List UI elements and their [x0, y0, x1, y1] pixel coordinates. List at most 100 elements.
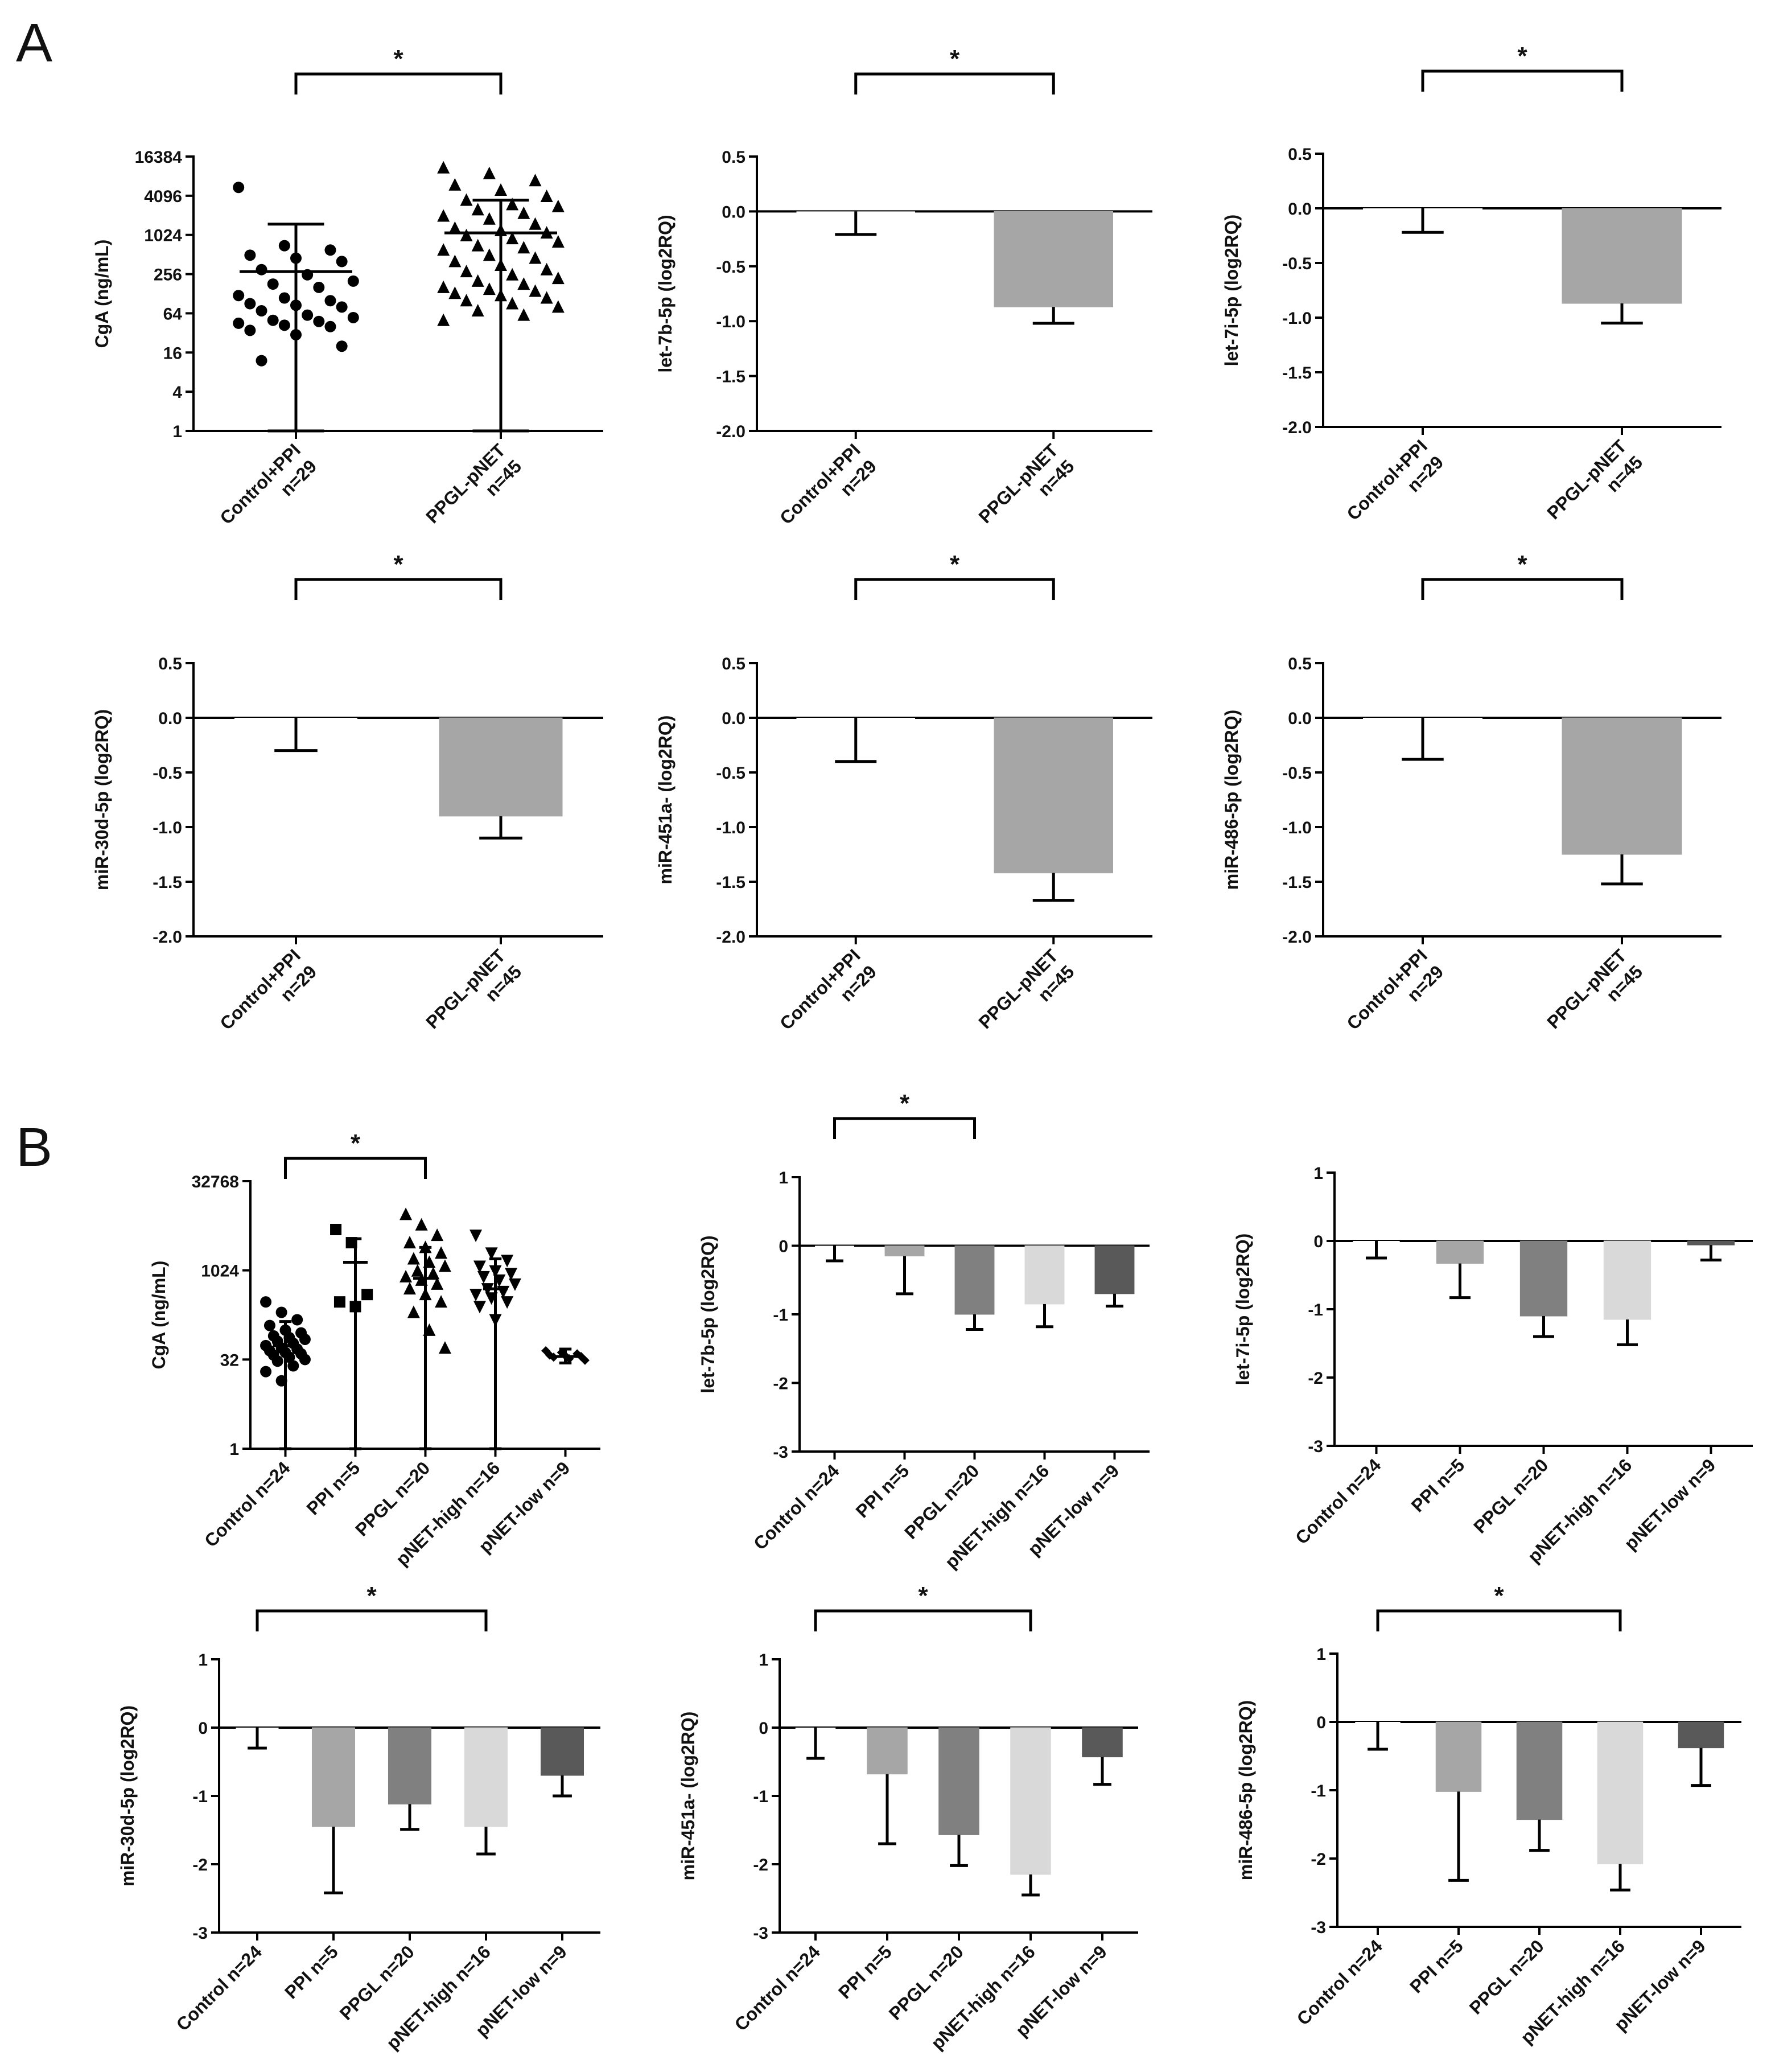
- significance-bracket: [284, 1157, 427, 1179]
- y-tick-label: 1: [229, 1440, 239, 1459]
- x-tick-label-line: PPGL n=20: [1465, 1935, 1548, 2018]
- data-point-ppgl-n-20: [431, 1228, 444, 1241]
- y-axis-title: let-7b-5p (log2RQ): [698, 1235, 718, 1393]
- bar-ppgl-pnet-n-45: [1562, 717, 1682, 855]
- data-point-ppi-n-5: [333, 1296, 345, 1308]
- y-tick-label: 0.0: [1288, 200, 1312, 219]
- x-tick-label-line: PPI n=5: [834, 1941, 896, 2003]
- x-tick-label-control-n-24: Control n=24: [1293, 1935, 1387, 2029]
- data-point-ppgl-pnet-n-45: [540, 262, 553, 276]
- y-tick-label: -0.5: [716, 258, 746, 277]
- x-tick-label-ppgl-pnet-n-45: PPGL-pNETn=45: [975, 439, 1078, 543]
- data-point-control-ppi-n-29: [244, 249, 256, 261]
- bar-ppgl-pnet-n-45: [1562, 208, 1682, 304]
- y-tick-label: -1.0: [1282, 819, 1312, 837]
- bar-pnet-high-n-16: [1597, 1721, 1644, 1865]
- y-tick-label: 0: [198, 1719, 208, 1738]
- x-tick-label-ppi-n-5: PPI n=5: [1406, 1935, 1467, 1997]
- y-tick-label: -2.0: [1282, 928, 1312, 947]
- data-point-ppgl-pnet-n-45: [517, 277, 530, 290]
- data-point-control-n-24: [271, 1355, 283, 1367]
- bar-ppgl-pnet-n-45: [994, 211, 1113, 307]
- bar-ppgl-n-20: [1516, 1721, 1563, 1820]
- data-point-ppgl-pnet-n-45: [460, 265, 473, 278]
- data-point-control-ppi-n-29: [336, 340, 348, 352]
- data-point-ppi-n-5: [330, 1223, 342, 1235]
- y-tick-label: 0.5: [722, 655, 746, 673]
- data-point-ppgl-pnet-n-45: [437, 243, 450, 256]
- data-point-control-ppi-n-29: [267, 314, 279, 326]
- data-point-control-n-24: [275, 1306, 287, 1318]
- x-tick-label-ppgl-pnet-n-45: PPGL-pNETn=45: [975, 945, 1078, 1049]
- significance-star: *: [351, 1129, 361, 1157]
- data-point-pnet-high-n-16: [501, 1255, 514, 1268]
- data-point-ppgl-pnet-n-45: [437, 161, 450, 174]
- y-tick-label: -1.5: [716, 368, 746, 387]
- data-point-ppgl-pnet-n-45: [506, 297, 519, 310]
- significance-star: *: [1494, 1582, 1504, 1610]
- x-tick-label-control-ppi-n-29: Control+PPIn=29: [776, 945, 880, 1050]
- significance-bracket: [1421, 69, 1624, 92]
- y-tick-label: -0.5: [1282, 764, 1312, 783]
- chart-12: 1 0 -1 -2 -3 miR-486-5p (log2RQ) Control n=24 P…: [1235, 1582, 1741, 2048]
- data-point-pnet-high-n-16: [485, 1247, 498, 1260]
- data-point-control-n-24: [299, 1333, 311, 1345]
- x-tick-label-ppi-n-5: PPI n=5: [834, 1941, 896, 2003]
- y-tick-label: -1.5: [1282, 364, 1312, 383]
- data-point-control-ppi-n-29: [302, 309, 314, 321]
- y-tick-label: -2.0: [1282, 418, 1312, 437]
- bar-ppgl-n-20: [388, 1727, 432, 1804]
- y-axis-title: miR-30d-5p (log2RQ): [92, 709, 112, 890]
- data-point-ppgl-n-20: [438, 1341, 451, 1354]
- panel-label-b: B: [16, 1117, 52, 1178]
- data-point-control-ppi-n-29: [347, 275, 359, 287]
- data-point-ppgl-n-20: [438, 1259, 451, 1272]
- data-point-ppgl-pnet-n-45: [460, 228, 473, 241]
- y-axis-title: miR-486-5p (log2RQ): [1221, 710, 1242, 890]
- data-point-pnet-high-n-16: [473, 1260, 486, 1273]
- data-point-control-ppi-n-29: [324, 295, 336, 307]
- x-tick-label-control-n-24: Control n=24: [172, 1941, 266, 2035]
- data-point-pnet-high-n-16: [469, 1230, 483, 1243]
- x-tick-label-control-ppi-n-29: Control+PPIn=29: [216, 439, 320, 544]
- bar-pnet-low-n-9: [540, 1727, 584, 1776]
- x-tick-label-control-ppi-n-29: Control+PPIn=29: [1342, 435, 1447, 540]
- data-point-control-ppi-n-29: [336, 256, 348, 268]
- significance-star: *: [1517, 42, 1527, 70]
- y-tick-label: -1: [1308, 1301, 1323, 1319]
- data-point-control-ppi-n-29: [313, 315, 325, 327]
- data-point-control-ppi-n-29: [256, 264, 267, 276]
- data-point-ppgl-pnet-n-45: [506, 232, 519, 245]
- data-point-ppgl-n-20: [427, 1267, 440, 1280]
- bar-ppi-n-5: [1435, 1721, 1482, 1792]
- y-tick-label: 1: [779, 1169, 788, 1187]
- bar-ppgl-n-20: [938, 1727, 979, 1835]
- data-point-ppgl-pnet-n-45: [529, 284, 542, 297]
- significance-bracket: [294, 578, 503, 600]
- data-point-ppgl-pnet-n-45: [551, 235, 565, 248]
- data-point-ppgl-pnet-n-45: [437, 280, 450, 293]
- significance-bracket: [854, 72, 1055, 94]
- y-tick-label: -3: [1308, 1437, 1323, 1456]
- y-tick-label: 1024: [201, 1262, 239, 1281]
- data-point-ppgl-pnet-n-45: [448, 286, 462, 299]
- y-tick-label: 256: [154, 266, 182, 285]
- x-tick-label-line: PPI n=5: [852, 1460, 913, 1522]
- bar-pnet-low-n-9: [1687, 1240, 1735, 1245]
- significance-star: *: [918, 1582, 928, 1610]
- data-point-control-ppi-n-29: [336, 301, 348, 313]
- bar-ppi-n-5: [884, 1245, 925, 1257]
- data-point-control-ppi-n-29: [256, 355, 267, 367]
- y-axis-title: CgA (ng/mL): [149, 1261, 169, 1370]
- x-tick-label-ppgl-pnet-n-45: PPGL-pNETn=45: [422, 945, 525, 1049]
- data-point-ppgl-pnet-n-45: [483, 166, 496, 179]
- data-point-control-ppi-n-29: [267, 278, 279, 290]
- data-point-ppgl-pnet-n-45: [529, 217, 542, 230]
- y-axis-title: miR-451a- (log2RQ): [678, 1712, 698, 1881]
- data-point-control-ppi-n-29: [233, 290, 245, 302]
- x-tick-label-line: Control n=24: [1291, 1454, 1385, 1548]
- x-tick-label-line: PPI n=5: [303, 1457, 364, 1519]
- data-point-ppgl-n-20: [399, 1207, 413, 1220]
- y-tick-label: -1.5: [716, 873, 746, 892]
